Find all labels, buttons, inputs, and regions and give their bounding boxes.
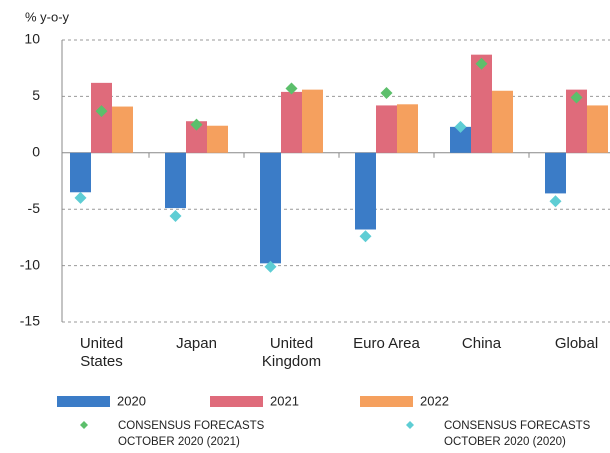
diamond-marker: [190, 118, 203, 131]
diamond-marker: [95, 105, 108, 118]
y-tick-label: 5: [32, 87, 40, 103]
x-tick-label: United States: [80, 335, 123, 370]
diamond-marker: [380, 87, 393, 100]
diamond-marker: [169, 209, 182, 222]
bar: [112, 106, 133, 153]
diamond-marker: [359, 230, 372, 243]
legend-label: 2021: [270, 393, 299, 408]
legend-swatch: [210, 396, 263, 407]
diamond-marker: [74, 191, 87, 204]
bar: [186, 121, 207, 153]
x-tick-label: Japan: [176, 335, 217, 352]
legend-label: 2020: [117, 393, 146, 408]
y-tick-label: 10: [24, 31, 40, 47]
legend-marker: [80, 421, 88, 429]
y-tick-label: -5: [28, 200, 41, 216]
bar: [207, 125, 228, 153]
bar: [587, 105, 608, 153]
y-tick-label: -10: [20, 256, 40, 272]
diamond-marker: [285, 82, 298, 95]
legend-marker: [406, 421, 414, 429]
legend-label: CONSENSUS FORECASTS OCTOBER 2020 (2021): [118, 420, 265, 448]
bar: [450, 126, 471, 153]
bar: [492, 90, 513, 153]
x-tick-label: China: [462, 335, 502, 352]
bar: [165, 152, 186, 209]
x-tick-label: United Kingdom: [262, 335, 321, 370]
bar: [260, 152, 281, 264]
diamond-marker: [570, 91, 583, 104]
diamond-marker: [549, 195, 562, 208]
bar: [397, 104, 418, 153]
legend-label: 2022: [420, 393, 449, 408]
x-tick-label: Global: [555, 335, 598, 352]
bar: [302, 89, 323, 153]
x-tick-label: Euro Area: [353, 335, 420, 352]
bar: [91, 82, 112, 153]
y-tick-label: 0: [32, 144, 40, 160]
bar: [566, 89, 587, 153]
y-axis-label: % y-o-y: [25, 9, 70, 24]
legend-swatch: [57, 396, 110, 407]
diamond-marker: [475, 57, 488, 70]
bar: [70, 152, 91, 193]
legend-label: CONSENSUS FORECASTS OCTOBER 2020 (2020): [444, 420, 591, 448]
y-tick-label: -15: [20, 313, 40, 329]
bar: [471, 54, 492, 153]
bar: [545, 152, 566, 194]
diamond-marker: [264, 260, 277, 273]
legend-swatch: [360, 396, 413, 407]
bar: [355, 152, 376, 230]
bar: [376, 105, 397, 153]
diamond-marker: [454, 120, 467, 133]
bar: [281, 91, 302, 153]
